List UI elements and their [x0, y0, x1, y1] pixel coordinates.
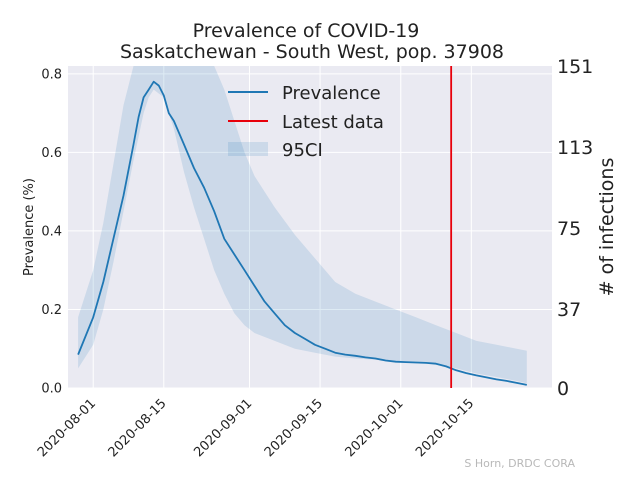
- legend-ci-label: 95CI: [282, 140, 323, 161]
- x-tick-label: 2020-10-15: [413, 396, 477, 460]
- ci-band-layer: [78, 66, 527, 384]
- y-tick-label: 0.2: [41, 303, 62, 318]
- x-tick-label: 2020-08-15: [106, 396, 170, 460]
- ci-band: [78, 66, 527, 384]
- y-tick-labels: 0.0 0.2 0.4 0.6 0.8: [41, 67, 62, 396]
- chart-title: Prevalence of COVID-19: [193, 20, 420, 42]
- y-tick-label: 0.8: [41, 67, 62, 82]
- credit-text: S Horn, DRDC CORA: [464, 457, 575, 470]
- legend-prevalence-label: Prevalence: [282, 83, 381, 104]
- y2-tick-label: 151: [557, 56, 593, 78]
- x-tick-label: 2020-10-01: [343, 396, 407, 460]
- legend-latest-label: Latest data: [282, 112, 384, 133]
- chart-subtitle: Saskatchewan - South West, pop. 37908: [120, 41, 504, 63]
- x-tick-label: 2020-08-01: [35, 396, 99, 460]
- x-tick-labels: 2020-08-01 2020-08-15 2020-09-01 2020-09-15…: [35, 396, 477, 460]
- series-line-prevalence: [77, 80, 527, 386]
- series-layer: [77, 66, 527, 388]
- y-axis-label: Prevalence (%): [22, 178, 37, 276]
- y-tick-label: 0.0: [41, 382, 62, 397]
- legend-ci-swatch: [228, 142, 268, 156]
- grid-lines: [68, 66, 552, 389]
- legend: Prevalence Latest data 95CI: [228, 83, 384, 161]
- y2-tick-label: 37: [557, 299, 581, 321]
- x-tick-label: 2020-09-01: [191, 396, 255, 460]
- y2-tick-label: 0: [557, 378, 569, 400]
- y2-tick-label: 75: [557, 218, 581, 240]
- y2-tick-label: 113: [557, 137, 593, 159]
- y2-axis-label: # of infections: [596, 158, 618, 297]
- y-tick-label: 0.4: [41, 224, 62, 239]
- y2-tick-labels: 0 37 75 113 151: [557, 56, 593, 400]
- x-tick-label: 2020-09-15: [262, 396, 326, 460]
- y-tick-label: 0.6: [41, 146, 62, 161]
